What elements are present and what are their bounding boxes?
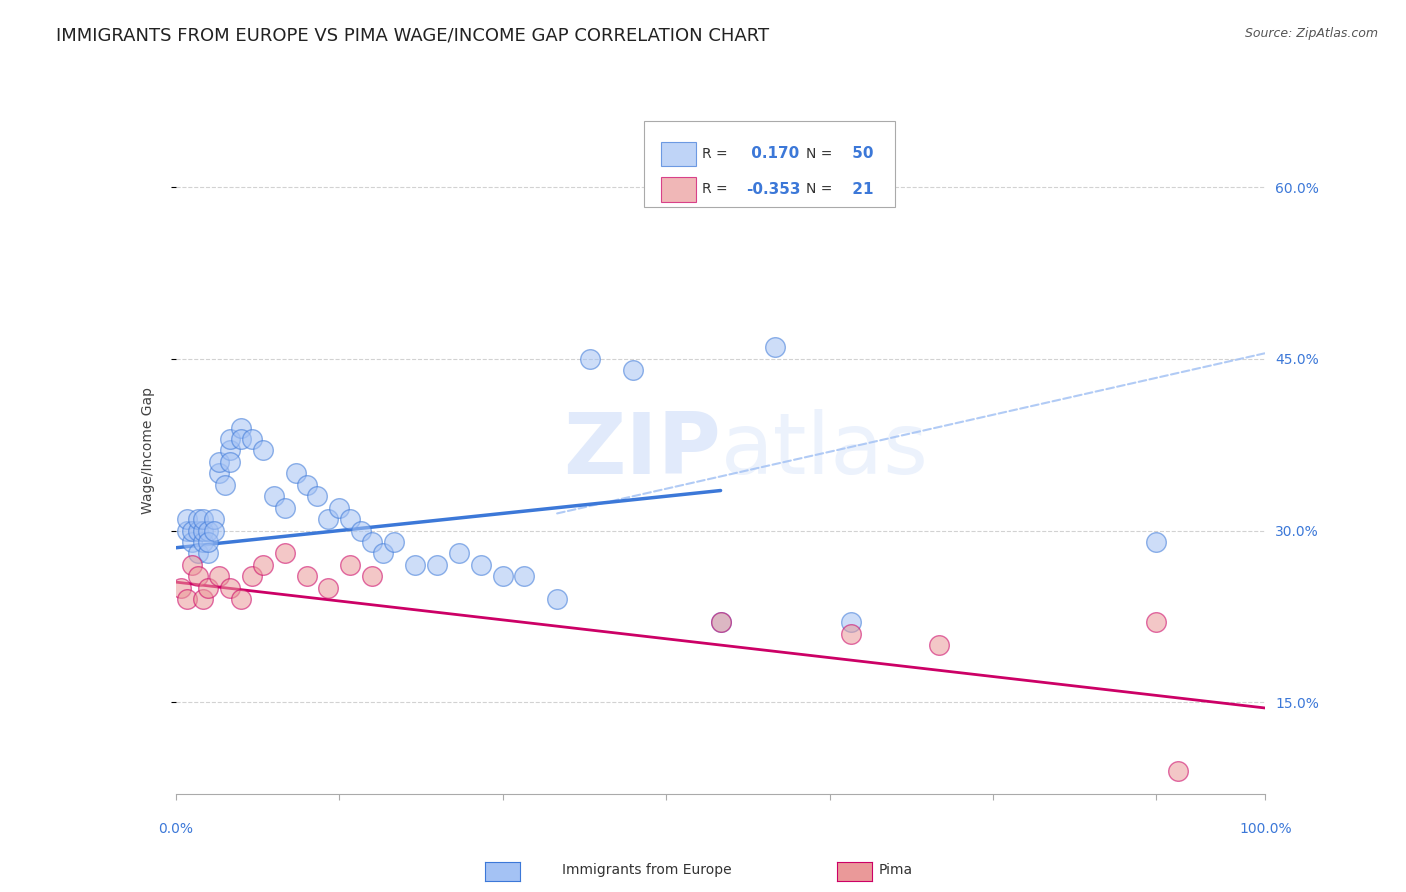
Text: atlas: atlas bbox=[721, 409, 928, 492]
Text: R =: R = bbox=[702, 182, 728, 196]
Point bbox=[263, 489, 285, 503]
Point bbox=[191, 512, 214, 526]
Point bbox=[231, 432, 253, 446]
Point bbox=[371, 546, 394, 561]
Point bbox=[492, 569, 515, 583]
Text: N =: N = bbox=[806, 147, 832, 161]
Point bbox=[197, 524, 219, 538]
Point bbox=[710, 615, 733, 630]
Point bbox=[240, 569, 263, 583]
Point bbox=[546, 592, 568, 607]
Point bbox=[426, 558, 449, 572]
Text: N =: N = bbox=[806, 182, 832, 196]
Point bbox=[176, 512, 198, 526]
Point bbox=[219, 443, 242, 458]
Text: 100.0%: 100.0% bbox=[1239, 822, 1292, 837]
FancyBboxPatch shape bbox=[644, 120, 896, 207]
Point bbox=[197, 581, 219, 595]
Point bbox=[202, 524, 225, 538]
Point bbox=[328, 500, 350, 515]
Point bbox=[181, 535, 204, 549]
Point bbox=[186, 546, 209, 561]
Point bbox=[1144, 615, 1167, 630]
Point bbox=[191, 535, 214, 549]
Point bbox=[208, 455, 231, 469]
Text: Pima: Pima bbox=[879, 863, 912, 877]
FancyBboxPatch shape bbox=[661, 142, 696, 166]
Text: 21: 21 bbox=[846, 182, 873, 197]
Point bbox=[170, 581, 193, 595]
Point bbox=[513, 569, 536, 583]
Point bbox=[447, 546, 470, 561]
Point bbox=[191, 592, 214, 607]
Point bbox=[252, 558, 274, 572]
Point bbox=[928, 638, 950, 652]
Point bbox=[197, 535, 219, 549]
Point bbox=[318, 512, 340, 526]
Point bbox=[219, 455, 242, 469]
Point bbox=[231, 420, 253, 434]
Point bbox=[231, 592, 253, 607]
Point bbox=[214, 478, 236, 492]
Point bbox=[295, 569, 318, 583]
Point bbox=[197, 546, 219, 561]
Point bbox=[360, 535, 382, 549]
Point bbox=[181, 558, 204, 572]
Text: Source: ZipAtlas.com: Source: ZipAtlas.com bbox=[1244, 27, 1378, 40]
Point bbox=[1167, 764, 1189, 778]
Point bbox=[841, 626, 863, 640]
Point bbox=[841, 615, 863, 630]
Point bbox=[621, 363, 644, 377]
Point bbox=[284, 467, 307, 481]
Point bbox=[295, 478, 318, 492]
Point bbox=[252, 443, 274, 458]
Point bbox=[191, 524, 214, 538]
Point bbox=[1144, 535, 1167, 549]
Point bbox=[382, 535, 405, 549]
Point bbox=[763, 340, 786, 354]
Point bbox=[710, 615, 733, 630]
Point bbox=[240, 432, 263, 446]
Point bbox=[307, 489, 329, 503]
Point bbox=[274, 500, 297, 515]
Point bbox=[181, 524, 204, 538]
Text: R =: R = bbox=[702, 147, 728, 161]
Point bbox=[219, 581, 242, 595]
Text: IMMIGRANTS FROM EUROPE VS PIMA WAGE/INCOME GAP CORRELATION CHART: IMMIGRANTS FROM EUROPE VS PIMA WAGE/INCO… bbox=[56, 27, 769, 45]
Point bbox=[274, 546, 297, 561]
Text: 0.0%: 0.0% bbox=[159, 822, 193, 837]
FancyBboxPatch shape bbox=[661, 178, 696, 202]
Point bbox=[318, 581, 340, 595]
Point bbox=[350, 524, 373, 538]
Point bbox=[176, 592, 198, 607]
Point bbox=[219, 432, 242, 446]
Text: Immigrants from Europe: Immigrants from Europe bbox=[562, 863, 733, 877]
Point bbox=[186, 512, 209, 526]
Point bbox=[186, 524, 209, 538]
Point bbox=[360, 569, 382, 583]
Point bbox=[339, 558, 361, 572]
Text: 0.170: 0.170 bbox=[745, 146, 799, 161]
Point bbox=[470, 558, 492, 572]
Point bbox=[176, 524, 198, 538]
Point bbox=[208, 467, 231, 481]
Point bbox=[339, 512, 361, 526]
Point bbox=[208, 569, 231, 583]
Text: ZIP: ZIP bbox=[562, 409, 721, 492]
Text: -0.353: -0.353 bbox=[745, 182, 800, 197]
Text: 50: 50 bbox=[846, 146, 873, 161]
Point bbox=[405, 558, 427, 572]
Point bbox=[202, 512, 225, 526]
Y-axis label: Wage/Income Gap: Wage/Income Gap bbox=[141, 387, 155, 514]
Point bbox=[579, 351, 602, 366]
Point bbox=[186, 569, 209, 583]
